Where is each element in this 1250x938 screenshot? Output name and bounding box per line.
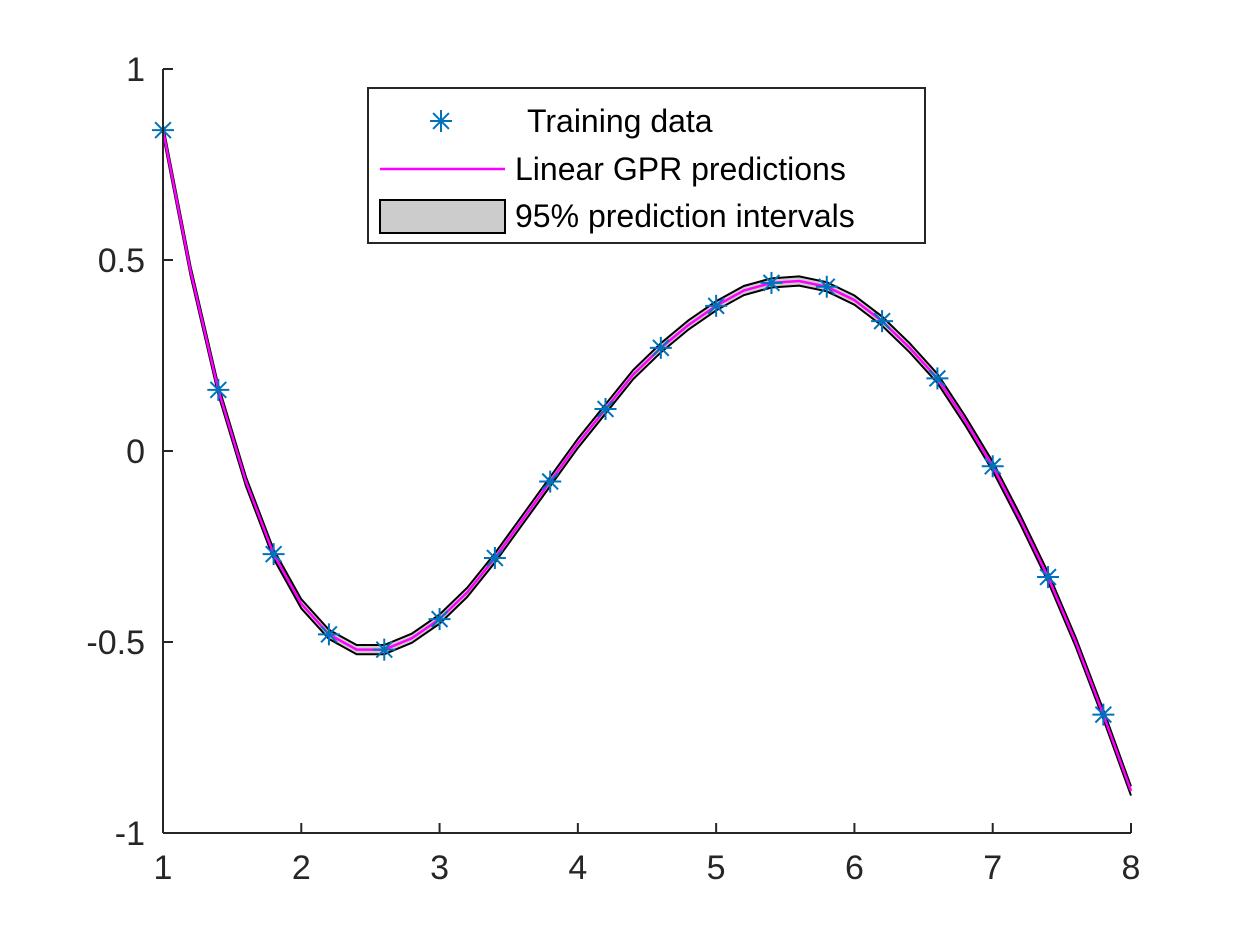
training-point [815, 275, 838, 298]
training-point [539, 470, 562, 493]
training-point [594, 397, 617, 420]
legend: Training data Linear GPR predictions 95% p… [367, 87, 926, 244]
x-tick-label: 5 [707, 849, 726, 887]
x-tick-label: 7 [983, 849, 1002, 887]
legend-interval-swatch [379, 199, 506, 234]
training-point [317, 623, 340, 646]
training-point [871, 310, 894, 333]
x-tick-label: 2 [292, 849, 311, 887]
x-tick-label: 8 [1122, 849, 1141, 887]
legend-interval-label: 95% prediction intervals [515, 198, 855, 234]
training-point [981, 455, 1004, 478]
training-point [760, 271, 783, 294]
legend-training-marker [430, 110, 452, 132]
y-tick-label: 1 [126, 51, 145, 89]
legend-prediction-label: Linear GPR predictions [515, 151, 846, 187]
training-points-layer [152, 119, 1115, 726]
training-point [207, 378, 230, 401]
legend-training-label: Training data [527, 103, 713, 139]
y-tick-label: 0.5 [98, 242, 145, 280]
legend-box [367, 87, 926, 244]
training-point [649, 336, 672, 359]
training-point [262, 543, 285, 566]
training-point [373, 638, 396, 661]
training-point [1037, 566, 1060, 589]
x-tick-label: 6 [845, 849, 864, 887]
y-tick-label: 0 [126, 433, 145, 471]
x-tick-label: 3 [430, 849, 449, 887]
interval-upper-bound [162, 125, 1132, 787]
axes: 1 2 3 4 5 6 7 8 1 0.5 0 -0.5 -1 [86, 51, 1140, 887]
training-point [483, 546, 506, 569]
y-tick-label: -1 [115, 815, 145, 853]
training-point [926, 367, 949, 390]
y-tick-label: -0.5 [86, 624, 145, 662]
x-tick-label: 1 [154, 849, 173, 887]
training-point [428, 608, 451, 631]
training-point [705, 294, 728, 317]
training-point [1092, 703, 1115, 726]
x-tick-label: 4 [568, 849, 587, 887]
